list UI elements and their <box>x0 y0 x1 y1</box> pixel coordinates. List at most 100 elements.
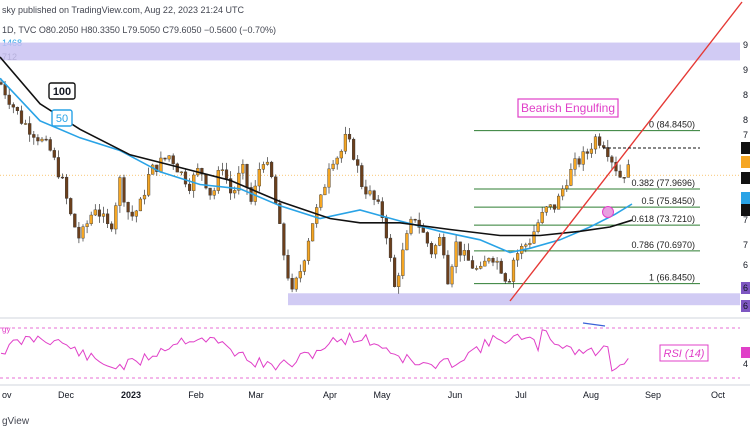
price-axis-badge <box>741 300 750 312</box>
candle-body <box>64 176 69 199</box>
candle-body <box>376 199 380 202</box>
sma100-line <box>0 56 633 237</box>
candle-body <box>261 164 265 170</box>
fib-level-label: 0 (84.8450) <box>649 120 695 130</box>
candle-body <box>270 161 274 178</box>
candle-body <box>421 227 425 233</box>
candle-body <box>499 260 503 274</box>
candle-body <box>323 186 327 196</box>
time-axis-label: Feb <box>188 390 204 400</box>
publisher-line: sky published on TradingView.com, Aug 22… <box>2 5 244 15</box>
candle-body <box>126 202 130 213</box>
candle-body <box>105 213 110 225</box>
rsi-partial-label: gy <box>2 325 10 334</box>
candles <box>0 78 630 294</box>
fib-level-label: 0.382 (77.9696) <box>631 178 695 188</box>
price-axis-label: 6 <box>743 283 748 293</box>
candle-body <box>167 155 171 160</box>
candle-body <box>368 190 372 195</box>
rising-trendline <box>509 1 743 302</box>
candle-body <box>380 201 384 218</box>
candle-body <box>19 110 24 124</box>
candle-body <box>495 260 499 263</box>
candle-body <box>417 219 421 228</box>
candle-body <box>593 136 598 150</box>
candle-body <box>265 161 270 165</box>
candle-body <box>228 178 233 194</box>
price-axis-label: 8 <box>743 90 748 100</box>
candle-body <box>93 209 97 216</box>
candle-body <box>577 158 581 165</box>
candle-body <box>507 281 511 283</box>
candle-body <box>569 168 573 186</box>
candle-body <box>7 94 11 105</box>
candle-body <box>306 240 311 261</box>
time-axis-label: Dec <box>58 390 75 400</box>
candle-body <box>73 213 77 228</box>
price-axis-badge <box>741 282 750 294</box>
rsi-axis-label: 4 <box>743 359 748 369</box>
candle-body <box>138 198 142 212</box>
candle-body <box>458 241 462 256</box>
candle-body <box>557 195 561 210</box>
candle-body <box>69 198 73 215</box>
candle-body <box>610 156 614 163</box>
fib-level-label: 0.618 (73.7210) <box>631 214 695 224</box>
candle-body <box>401 249 405 276</box>
candle-body <box>282 223 286 256</box>
candle-body <box>237 172 241 191</box>
candle-body <box>208 187 212 196</box>
price-axis-label: 9 <box>743 40 748 50</box>
time-axis-label: Oct <box>711 390 726 400</box>
candle-body <box>253 185 257 202</box>
candle-body <box>598 136 602 146</box>
fib-level-label: 0.5 (75.8450) <box>641 196 695 206</box>
candle-body <box>159 157 163 172</box>
candle-body <box>134 210 138 217</box>
candle-body <box>544 206 548 213</box>
candle-body <box>434 245 438 255</box>
candle-body <box>356 159 360 166</box>
candle-body <box>290 278 294 290</box>
candle-body <box>516 253 520 261</box>
candle-body <box>77 226 81 239</box>
time-axis-label: Aug <box>583 390 599 400</box>
candle-body <box>602 145 606 148</box>
candle-body <box>81 226 85 239</box>
candle-body <box>393 257 397 287</box>
candle-body <box>487 258 491 262</box>
candle-body <box>327 168 331 188</box>
candle-body <box>44 138 48 141</box>
svg-text:50: 50 <box>56 113 68 125</box>
candle-body <box>540 212 544 223</box>
candle-body <box>183 171 188 185</box>
price-axis-label: 8 <box>743 115 748 125</box>
candle-body <box>278 203 282 224</box>
candle-body <box>200 168 204 175</box>
price-axis-badge <box>741 192 750 204</box>
price-axis-label: 7 <box>743 215 748 225</box>
rsi-line <box>0 329 629 372</box>
candle-body <box>97 209 101 217</box>
candle-body <box>565 185 569 189</box>
candle-body <box>101 213 106 217</box>
time-axis-label: 2023 <box>121 390 141 400</box>
candle-body <box>122 177 126 203</box>
candle-body <box>40 138 44 142</box>
candle-body <box>3 84 7 96</box>
candle-body <box>425 232 429 244</box>
candle-body <box>220 169 224 171</box>
candle-body <box>409 218 413 234</box>
candle-body <box>581 151 585 165</box>
time-axis-label: Apr <box>323 390 337 400</box>
candle-body <box>24 123 28 125</box>
candle-body <box>28 123 32 135</box>
candle-body <box>462 250 466 256</box>
candle-body <box>606 147 610 158</box>
candle-body <box>466 250 470 261</box>
candle-body <box>171 155 175 165</box>
candle-body <box>155 164 159 172</box>
candle-body <box>405 233 409 251</box>
candle-body <box>48 139 52 151</box>
